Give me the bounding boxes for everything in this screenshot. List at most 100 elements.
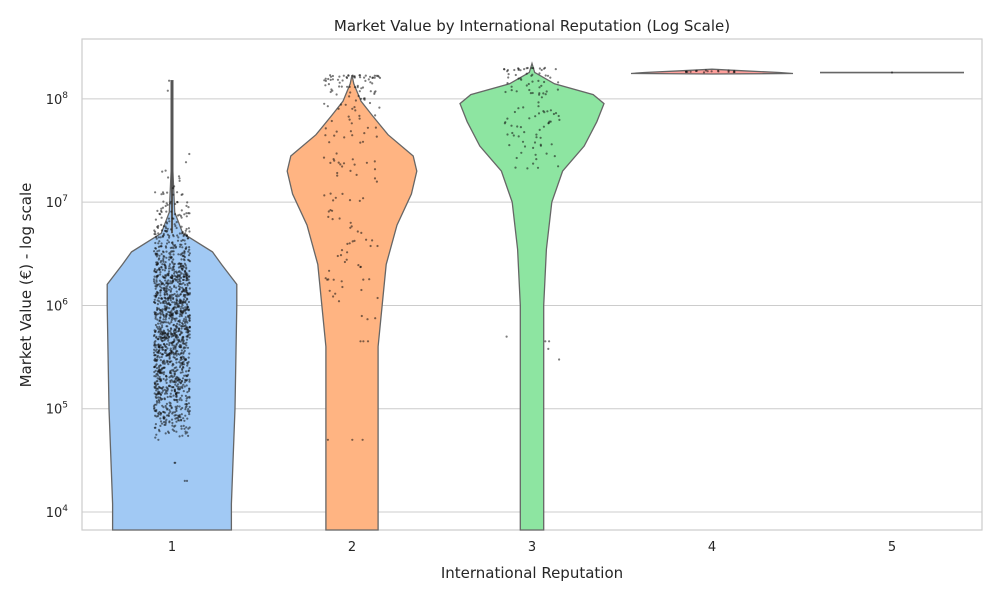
strip-point [162,366,165,369]
strip-point [174,378,177,381]
strip-point [179,271,182,274]
strip-point [330,119,333,123]
strip-point [166,395,169,399]
strip-point [165,210,168,213]
strip-point [349,226,352,229]
strip-point [180,239,183,242]
strip-point [170,210,173,213]
strip-point [532,67,535,70]
strip-point [175,354,178,357]
strip-point [165,221,168,224]
strip-point [156,250,159,253]
strip-point [157,242,160,245]
strip-point [171,317,174,320]
strip-point [183,374,186,377]
strip-point [510,89,513,92]
strip-point [173,278,176,281]
strip-point [172,253,175,256]
strip-point [154,409,157,412]
strip-point [178,177,181,180]
strip-point [369,81,372,84]
strip-point [339,254,343,257]
strip-point [181,193,184,196]
strip-point [172,352,175,355]
strip-point [172,247,175,250]
strip-point [155,367,159,370]
strip-point [173,331,176,334]
y-tick-label: 104 [46,504,69,521]
strip-point [169,282,172,285]
strip-point [166,388,169,391]
strip-point [156,337,159,341]
strip-point [159,396,162,399]
strip-point [347,115,350,118]
strip-point [351,158,354,161]
strip-point [181,311,184,314]
strip-point [153,268,156,271]
strip-point [340,85,343,88]
strip-point [170,321,173,324]
strip-point [159,328,162,331]
strip-point [180,267,184,270]
strip-point [348,85,351,88]
strip-point [549,120,552,123]
strip-point [166,287,169,290]
strip-point [529,92,533,95]
strip-point [373,177,377,180]
strip-point [158,390,161,394]
strip-point [165,381,168,384]
strip-point [335,130,338,133]
strip-point [161,170,164,173]
strip-point [172,258,175,261]
strip-point [185,426,188,429]
strip-point [188,367,191,370]
strip-point [175,385,178,388]
strip-point [158,399,161,402]
strip-point [155,400,158,403]
strip-point [360,231,363,234]
strip-point [173,338,176,341]
strip-point [369,90,372,93]
strip-point [334,292,337,295]
strip-point [158,319,161,322]
strip-point [167,310,170,314]
strip-point [343,136,346,139]
x-tick-label: 2 [348,540,356,555]
strip-point [358,90,361,93]
strip-point [156,374,160,377]
strip-point [188,269,191,273]
strip-point [173,317,176,320]
strip-point [519,77,522,80]
strip-point [186,308,189,311]
x-tick-label: 1 [168,540,176,555]
strip-point [557,165,560,168]
strip-point [369,75,372,78]
strip-point [558,358,561,361]
strip-point [182,234,185,238]
strip-point [351,107,354,110]
strip-point [187,434,190,437]
violins [106,61,964,531]
strip-point [374,126,377,129]
strip-point [173,213,176,216]
strip-point [173,270,176,273]
strip-point [186,298,189,301]
strip-point [173,380,176,383]
strip-point [170,372,173,375]
strip-point [188,292,191,295]
strip-point [515,156,518,160]
strip-point [176,368,179,371]
strip-point [364,79,367,82]
strip-point [557,114,560,118]
strip-point [181,264,185,267]
strip-point [162,192,165,195]
strip-point [373,160,376,163]
strip-point [710,70,713,73]
strip-point [163,397,166,400]
strip-point [362,97,365,100]
strip-point [183,294,186,297]
strip-point [180,243,183,246]
strip-point [181,286,184,289]
strip-point [171,344,174,347]
strip-point [166,89,169,92]
